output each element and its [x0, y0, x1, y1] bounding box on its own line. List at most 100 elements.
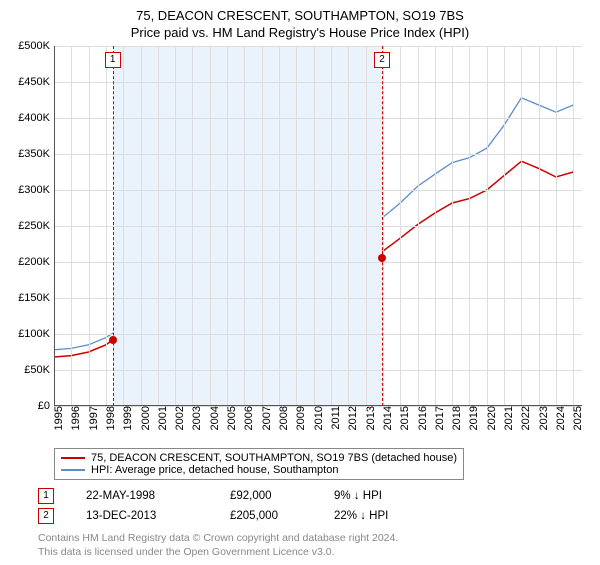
x-axis-label: 2022	[516, 406, 532, 430]
x-axis-label: 2018	[447, 406, 463, 430]
chart-subtitle: Price paid vs. HM Land Registry's House …	[10, 25, 590, 40]
legend-item: HPI: Average price, detached house, Sout…	[61, 464, 457, 476]
gridline-vertical	[106, 46, 107, 406]
legend-label: HPI: Average price, detached house, Sout…	[91, 464, 338, 476]
y-axis-label: £150K	[18, 292, 54, 304]
y-axis-label: £350K	[18, 148, 54, 160]
gridline-horizontal	[54, 370, 582, 371]
x-axis-label: 1997	[84, 406, 100, 430]
y-axis	[54, 46, 55, 406]
attribution-line: This data is licensed under the Open Gov…	[38, 546, 590, 560]
x-axis-label: 2015	[395, 406, 411, 430]
gridline-vertical	[487, 46, 488, 406]
gridline-vertical	[141, 46, 142, 406]
x-axis-label: 1995	[49, 406, 65, 430]
gridline-vertical	[452, 46, 453, 406]
x-axis-label: 2024	[551, 406, 567, 430]
attribution: Contains HM Land Registry data © Crown c…	[38, 532, 590, 559]
gridline-vertical	[296, 46, 297, 406]
x-axis-label: 2007	[257, 406, 273, 430]
gridline-vertical	[279, 46, 280, 406]
x-axis-label: 2000	[136, 406, 152, 430]
x-axis-label: 2017	[430, 406, 446, 430]
x-axis-label: 2010	[309, 406, 325, 430]
gridline-horizontal	[54, 190, 582, 191]
legend-label: 75, DEACON CRESCENT, SOUTHAMPTON, SO19 7…	[91, 452, 457, 464]
legend-swatch	[61, 469, 85, 471]
sale-date: 13-DEC-2013	[86, 510, 206, 522]
gridline-vertical	[539, 46, 540, 406]
x-axis-label: 2021	[499, 406, 515, 430]
gridline-vertical	[418, 46, 419, 406]
gridline-vertical	[331, 46, 332, 406]
sale-pct-vs-hpi: 9% ↓ HPI	[334, 490, 444, 502]
gridline-vertical	[123, 46, 124, 406]
legend: 75, DEACON CRESCENT, SOUTHAMPTON, SO19 7…	[54, 448, 464, 480]
sale-badge: 1	[38, 488, 54, 504]
x-axis-label: 2009	[291, 406, 307, 430]
y-axis-label: £50K	[24, 364, 54, 376]
x-axis-label: 2025	[568, 406, 584, 430]
gridline-vertical	[244, 46, 245, 406]
gridline-horizontal	[54, 226, 582, 227]
y-axis-label: £400K	[18, 112, 54, 124]
gridline-horizontal	[54, 118, 582, 119]
gridline-vertical	[210, 46, 211, 406]
legend-swatch	[61, 457, 85, 459]
y-axis-label: £250K	[18, 220, 54, 232]
y-axis-label: £200K	[18, 256, 54, 268]
y-axis-label: £450K	[18, 76, 54, 88]
x-axis-label: 2014	[378, 406, 394, 430]
gridline-vertical	[573, 46, 574, 406]
gridline-vertical	[227, 46, 228, 406]
gridline-vertical	[71, 46, 72, 406]
x-axis-label: 1999	[118, 406, 134, 430]
x-axis-label: 2005	[222, 406, 238, 430]
sale-date: 22-MAY-1998	[86, 490, 206, 502]
x-axis-label: 2006	[239, 406, 255, 430]
x-axis	[54, 405, 582, 406]
gridline-vertical	[435, 46, 436, 406]
sale-marker-dot	[109, 336, 117, 344]
y-axis-label: £300K	[18, 184, 54, 196]
gridline-horizontal	[54, 334, 582, 335]
y-axis-label: £100K	[18, 328, 54, 340]
x-axis-label: 2003	[187, 406, 203, 430]
attribution-line: Contains HM Land Registry data © Crown c…	[38, 532, 590, 546]
x-axis-label: 2012	[343, 406, 359, 430]
gridline-vertical	[314, 46, 315, 406]
x-axis-label: 2020	[482, 406, 498, 430]
gridline-vertical	[469, 46, 470, 406]
y-axis-label: £500K	[18, 40, 54, 52]
gridline-vertical	[175, 46, 176, 406]
plot-area: £0£50K£100K£150K£200K£250K£300K£350K£400…	[54, 46, 582, 406]
gridline-horizontal	[54, 154, 582, 155]
legend-item: 75, DEACON CRESCENT, SOUTHAMPTON, SO19 7…	[61, 452, 457, 464]
gridline-vertical	[89, 46, 90, 406]
x-axis-label: 2016	[413, 406, 429, 430]
gridline-vertical	[262, 46, 263, 406]
gridline-vertical	[504, 46, 505, 406]
gridline-vertical	[158, 46, 159, 406]
sale-row: 1 22-MAY-1998 £92,000 9% ↓ HPI	[38, 488, 590, 504]
x-axis-label: 2008	[274, 406, 290, 430]
gridline-vertical	[192, 46, 193, 406]
sales-table: 1 22-MAY-1998 £92,000 9% ↓ HPI 2 13-DEC-…	[38, 488, 590, 524]
gridline-vertical	[400, 46, 401, 406]
sale-marker-line	[113, 46, 114, 406]
gridline-vertical	[366, 46, 367, 406]
x-axis-label: 2002	[170, 406, 186, 430]
sale-badge: 2	[38, 508, 54, 524]
gridline-horizontal	[54, 82, 582, 83]
gridline-horizontal	[54, 46, 582, 47]
sale-pct-vs-hpi: 22% ↓ HPI	[334, 510, 444, 522]
gridline-vertical	[348, 46, 349, 406]
x-axis-label: 2011	[326, 406, 342, 430]
sale-marker-line	[382, 46, 383, 406]
x-axis-label: 2019	[464, 406, 480, 430]
chart-container: 75, DEACON CRESCENT, SOUTHAMPTON, SO19 7…	[0, 0, 600, 565]
x-axis-label: 1996	[66, 406, 82, 430]
x-axis-label: 2004	[205, 406, 221, 430]
sale-row: 2 13-DEC-2013 £205,000 22% ↓ HPI	[38, 508, 590, 524]
gridline-vertical	[556, 46, 557, 406]
